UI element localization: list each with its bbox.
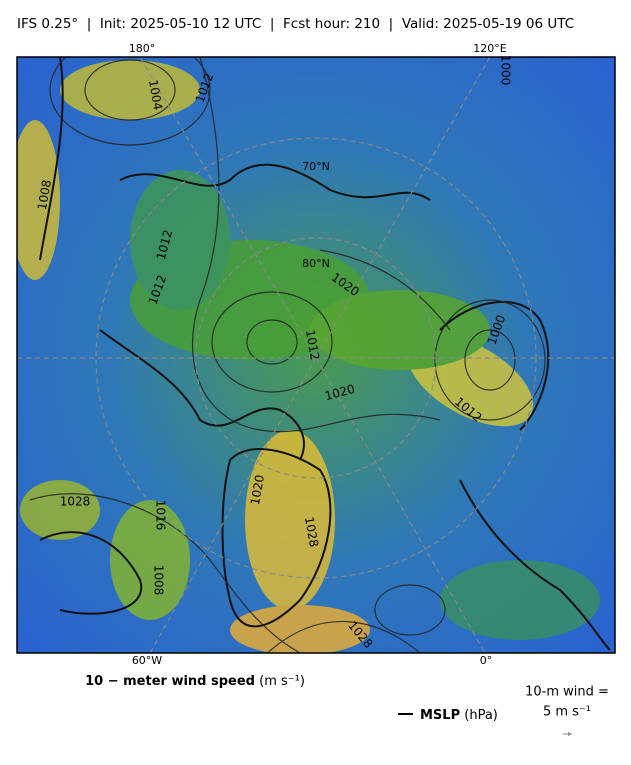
lon-label: 120°E (473, 42, 506, 55)
lon-label: 180° (129, 42, 156, 55)
mslp-legend: MSLP (hPa) (420, 708, 498, 723)
isobar-label: 1004 (146, 79, 165, 112)
map-field (17, 57, 615, 653)
isobar-label: 1008 (35, 179, 54, 212)
colorbar-unit: (m s⁻¹) (259, 674, 305, 689)
isobar-label: 1008 (152, 565, 166, 596)
lat-label: 70°N (302, 160, 330, 173)
isobar-label: 1028 (302, 516, 321, 549)
isobar-label: 1020 (248, 474, 267, 507)
isobar-label: 1016 (154, 500, 168, 531)
isobar-label: 1000 (499, 55, 513, 86)
colorbar-label: 10 − meter wind speed (85, 674, 255, 689)
lat-label: 80°N (302, 257, 330, 270)
map-frame (16, 56, 616, 654)
wind-key-title: 10-m wind = (525, 685, 609, 700)
wind-key-arrowhead (568, 732, 572, 736)
colorbar-title: 10 − meter wind speed (m s⁻¹) (85, 674, 305, 689)
mslp-label: MSLP (420, 708, 460, 723)
title: IFS 0.25° | Init: 2025-05-10 12 UTC | Fc… (17, 16, 574, 32)
lon-label: 0° (480, 654, 493, 667)
mslp-unit: (hPa) (464, 708, 498, 723)
isobar-label: 1012 (303, 329, 322, 362)
isobar-label: 1028 (60, 495, 91, 509)
lon-label: 60°W (132, 654, 162, 667)
wind-key-value: 5 m s⁻¹ (543, 705, 591, 720)
